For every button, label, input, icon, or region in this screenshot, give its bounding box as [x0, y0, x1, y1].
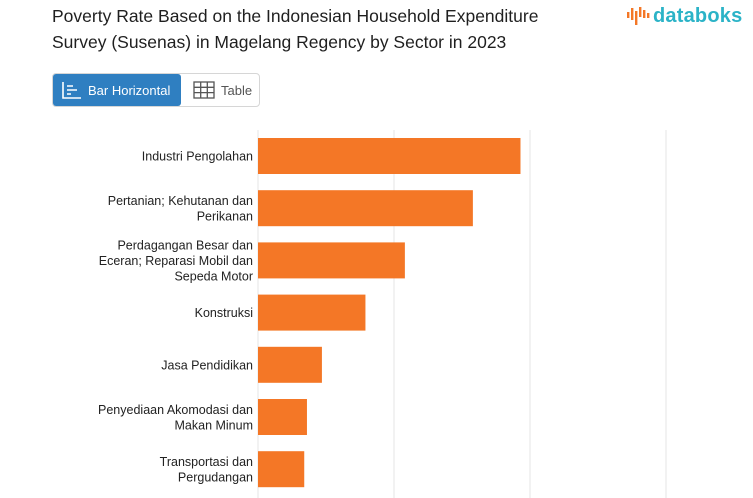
- bar-0[interactable]: [258, 138, 521, 174]
- bar-chart-icon: [62, 82, 81, 99]
- bar-4[interactable]: [258, 346, 322, 383]
- bar-5[interactable]: [258, 399, 307, 435]
- category-label-3: Konstruksi: [195, 306, 253, 320]
- view-toggle: Bar Horizontal Table: [52, 73, 260, 107]
- bar-2[interactable]: [258, 242, 405, 279]
- bar-6[interactable]: [258, 451, 305, 488]
- category-label-1: Pertanian; Kehutanan dan Perikanan: [108, 194, 253, 224]
- category-label-5: Penyediaan Akomodasi dan Makan Minum: [98, 403, 253, 433]
- databoks-mark-icon: [627, 7, 650, 25]
- bar-horizontal-label: Bar Horizontal: [88, 82, 171, 98]
- bar-3[interactable]: [258, 294, 366, 331]
- brand-name: databoks: [653, 4, 743, 27]
- chart-title: Poverty Rate Based on the Indonesian Hou…: [52, 6, 539, 52]
- table-label: Table: [221, 82, 253, 98]
- category-label-2: Perdagangan Besar dan Eceran; Reparasi Mo…: [99, 238, 253, 283]
- table-icon: [193, 81, 215, 99]
- category-label-4: Jasa Pendidikan: [161, 358, 253, 372]
- databoks-logo[interactable]: databoks: [626, 4, 742, 28]
- table-button[interactable]: Table: [181, 74, 252, 106]
- bar-1[interactable]: [258, 190, 473, 227]
- category-label-0: Industri Pengolahan: [142, 150, 253, 164]
- bar-horizontal-button[interactable]: Bar Horizontal: [53, 74, 181, 106]
- category-label-6: Transportasi dan Pergudangan: [160, 455, 253, 485]
